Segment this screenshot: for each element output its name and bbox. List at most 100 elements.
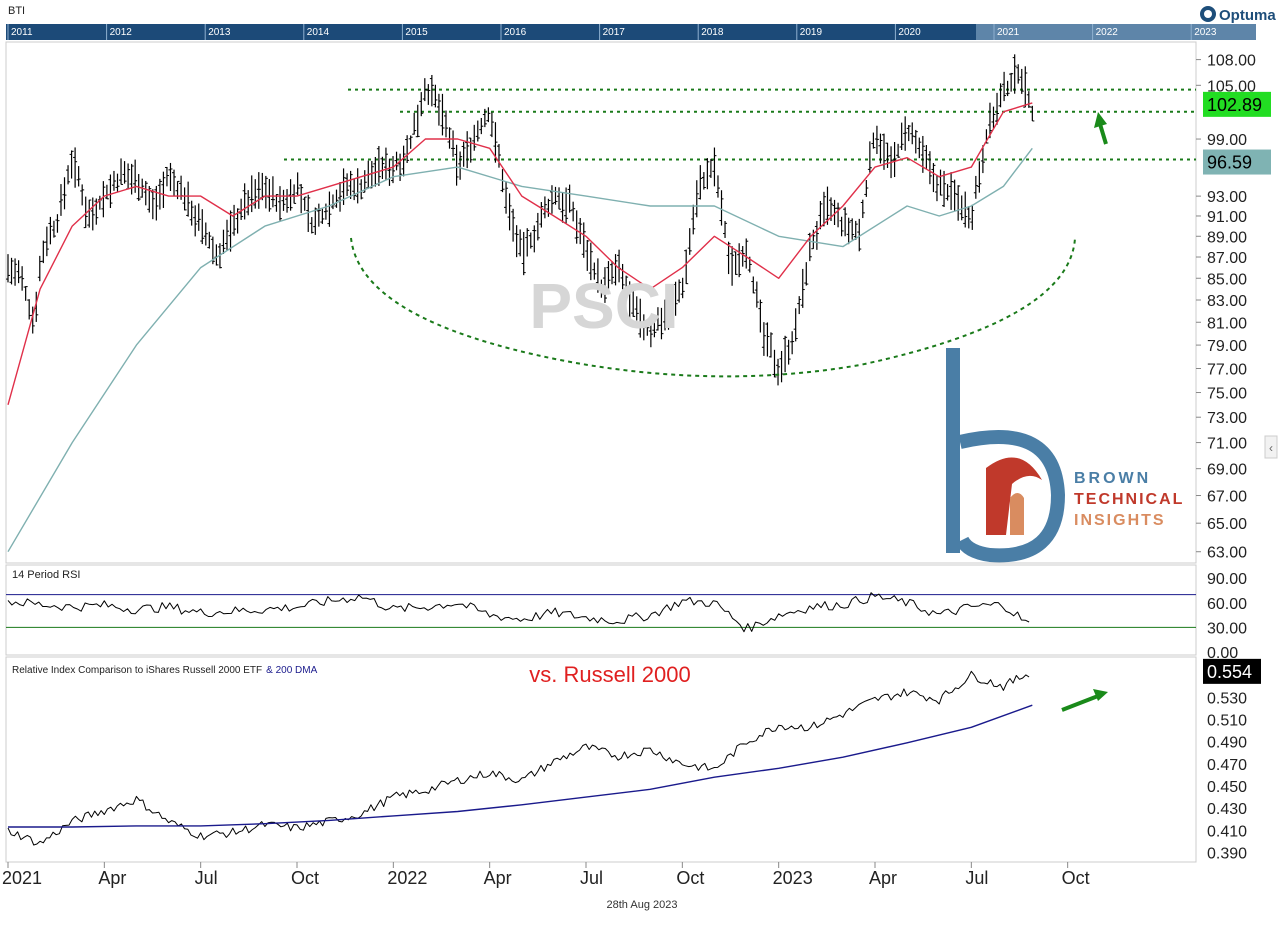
price-tick-label: 105.00	[1207, 78, 1256, 95]
x-tick-label: 2021	[2, 868, 42, 888]
rsi-line	[7, 592, 1030, 633]
ma-short-line	[7, 102, 1033, 405]
x-tick-label: Apr	[869, 868, 897, 888]
x-tick-label: Oct	[676, 868, 704, 888]
price-tick-label: 91.00	[1207, 209, 1247, 226]
price-tick-label: 65.00	[1207, 516, 1247, 533]
relative-tick-label: 0.430	[1207, 801, 1247, 818]
price-tick-label: 85.00	[1207, 271, 1247, 288]
relative-axis: 0.530 0.510 0.490 0.470 0.450 0.430 0.410 0.390…	[1203, 658, 1261, 862]
price-tick-label: 75.00	[1207, 386, 1247, 403]
chevron-left-icon[interactable]: ‹	[1269, 441, 1273, 455]
optuma-brand: Optuma	[1219, 7, 1276, 24]
relative-title-main: Relative Index Comparison to iShares Rus…	[12, 665, 262, 676]
price-axis: 108.00 105.00 99.00 93.00 91.00 89.00 87.00 85.…	[1196, 53, 1271, 562]
timeline-year: 2017	[603, 27, 626, 38]
relative-tick-label: 0.410	[1207, 823, 1247, 840]
x-axis: 2021 Apr Jul Oct 2022 Apr Jul Oct 2023 Apr Jul Oct	[2, 862, 1090, 888]
price-tick-label: 83.00	[1207, 293, 1247, 310]
rounding-bottom-curve	[350, 237, 1076, 378]
rsi-tick-label: 30.00	[1207, 620, 1247, 637]
price-bars	[6, 54, 1035, 386]
timeline-year: 2016	[504, 27, 527, 38]
rsi-pane-frame	[5, 564, 1197, 656]
price-tick-label: 69.00	[1207, 462, 1247, 479]
timeline-selection[interactable]	[976, 24, 1256, 40]
x-tick-label: Apr	[98, 868, 126, 888]
watermark-text: PSCI	[529, 270, 678, 342]
x-tick-label: Apr	[484, 868, 512, 888]
price-tick-label: 77.00	[1207, 362, 1247, 379]
relative-tick-label: 0.470	[1207, 757, 1247, 774]
ma-long-line	[7, 147, 1033, 553]
x-tick-label: Oct	[1062, 868, 1090, 888]
symbol-label: BTI	[8, 5, 25, 17]
relative-line	[7, 670, 1030, 846]
relative-value-badge	[1203, 658, 1261, 684]
x-tick-label: Jul	[965, 868, 988, 888]
price-tick-label: 81.00	[1207, 315, 1247, 332]
price-tick-label: 87.00	[1207, 250, 1247, 267]
price-tick-label: 108.00	[1207, 53, 1256, 70]
logo-bowl	[955, 430, 1066, 563]
logo-line1: BROWN	[1074, 470, 1151, 487]
relative-green-arrow	[1061, 689, 1108, 712]
price-level-badge-text: 96.59	[1207, 153, 1252, 173]
timeline-years: 2011 2012 2013 2014 2015 2016 2017 2018 2019 2020…	[7, 24, 1217, 40]
brown-technical-insights-logo: BROWN TECHNICAL INSIGHTS	[946, 348, 1184, 563]
logo-line2: TECHNICAL	[1074, 491, 1184, 508]
price-tick-label: 71.00	[1207, 436, 1247, 453]
price-pane-frame	[5, 41, 1197, 564]
price-level-badge-text: 102.89	[1207, 95, 1262, 115]
x-tick-label: 2023	[773, 868, 813, 888]
relative-tick-label: 0.510	[1207, 713, 1247, 730]
price-green-arrow	[1094, 112, 1108, 145]
price-level-badge	[1203, 91, 1271, 117]
side-panel-toggle[interactable]	[1264, 435, 1278, 459]
timeline-year: 2020	[898, 27, 921, 38]
relative-tick-label: 0.490	[1207, 735, 1247, 752]
rsi-axis: 90.00 60.00 30.00 0.00	[1207, 571, 1247, 662]
timeline-bar[interactable]	[6, 24, 1256, 40]
logo-stem	[946, 348, 960, 553]
logo-line3: INSIGHTS	[1074, 512, 1166, 529]
price-tick-label: 79.00	[1207, 338, 1247, 355]
price-tick-label: 73.00	[1207, 410, 1247, 427]
price-tick-label: 89.00	[1207, 229, 1247, 246]
rsi-tick-label: 0.00	[1207, 645, 1238, 662]
logo-tan-mark	[1010, 493, 1024, 535]
timeline-year: 2019	[800, 27, 823, 38]
price-tick-label: 67.00	[1207, 489, 1247, 506]
x-tick-label: 2022	[387, 868, 427, 888]
relative-pane-frame	[5, 656, 1197, 863]
rsi-pane	[6, 592, 1196, 633]
price-tick-label: 99.00	[1207, 132, 1247, 149]
relative-title: Relative Index Comparison to iShares Rus…	[12, 665, 318, 676]
footer-date: 28th Aug 2023	[607, 899, 678, 911]
timeline-year: 2022	[1096, 27, 1119, 38]
relative-value-badge-text: 0.554	[1207, 662, 1252, 682]
price-tick-label: 63.00	[1207, 545, 1247, 562]
optuma-logo[interactable]: Optuma	[1200, 6, 1276, 24]
price-tick-label: 93.00	[1207, 189, 1247, 206]
relative-tick-label: 0.530	[1207, 690, 1247, 707]
relative-pane	[7, 670, 1033, 846]
timeline-year: 2023	[1194, 27, 1217, 38]
price-level-badge	[1203, 149, 1271, 175]
optuma-icon-inner	[1204, 10, 1212, 18]
price-pane	[6, 54, 1196, 553]
relative-tick-label: 0.390	[1207, 845, 1247, 862]
logo-red-mark	[986, 457, 1042, 535]
timeline-year: 2013	[208, 27, 231, 38]
x-tick-label: Oct	[291, 868, 319, 888]
relative-title-suffix: & 200 DMA	[266, 665, 317, 676]
relative-annotation: vs. Russell 2000	[529, 662, 690, 687]
timeline-year: 2011	[11, 27, 33, 38]
timeline-year: 2015	[405, 27, 428, 38]
x-tick-label: Jul	[580, 868, 603, 888]
timeline-year: 2012	[110, 27, 133, 38]
x-tick-label: Jul	[195, 868, 218, 888]
timeline-year: 2014	[307, 27, 330, 38]
